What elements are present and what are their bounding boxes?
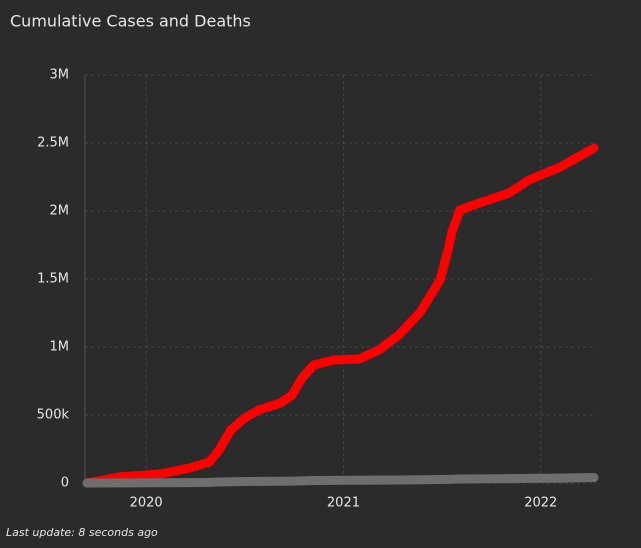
footer: Last update: 8 seconds ago [6, 526, 158, 539]
series-line [82, 143, 599, 488]
x-tick-label: 2021 [327, 496, 360, 511]
y-tick-label: 3M [50, 68, 70, 83]
series-line [82, 473, 599, 488]
y-tick-label: 1M [50, 340, 70, 355]
y-tick-label: 0 [61, 476, 69, 491]
x-tick-label: 2020 [130, 496, 163, 511]
y-tick-label: 2.5M [37, 136, 69, 151]
chart-title: Cumulative Cases and Deaths [10, 12, 251, 31]
y-tick-label: 1.5M [37, 272, 69, 287]
x-tick-label: 2022 [524, 496, 557, 511]
y-tick-label: 500k [37, 408, 70, 423]
y-tick-label: 2M [50, 204, 70, 219]
